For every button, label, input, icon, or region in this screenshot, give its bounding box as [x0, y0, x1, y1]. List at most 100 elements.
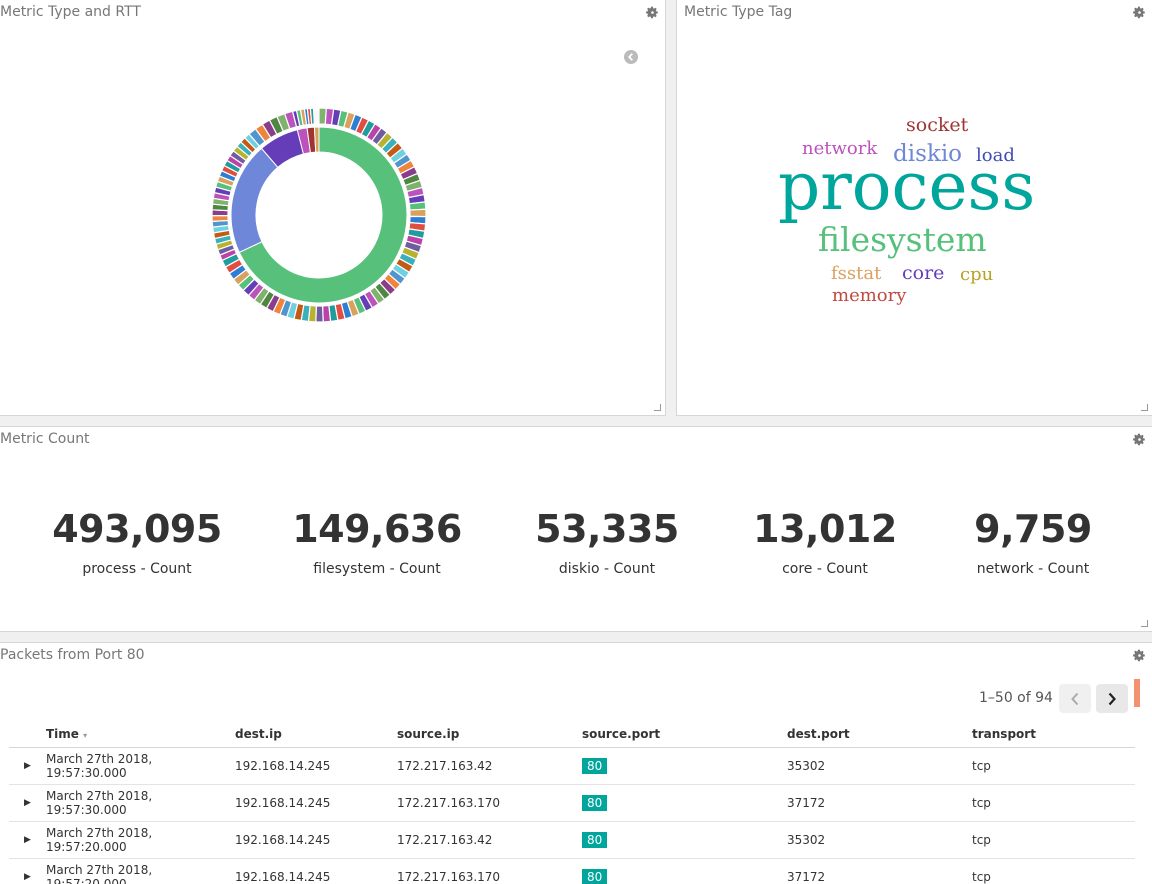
cell-source-ip: 172.217.163.42	[397, 747, 582, 785]
cell-dest-port: 35302	[787, 821, 972, 859]
metric-value: 9,759	[974, 507, 1092, 551]
gear-icon[interactable]	[1133, 649, 1146, 662]
word-process[interactable]: process	[778, 148, 1036, 225]
cell-transport: tcp	[972, 858, 1135, 884]
metric-value: 13,012	[753, 507, 897, 551]
metric-network: 9,759 network - Count	[923, 507, 1143, 577]
cell-source-ip: 172.217.163.42	[397, 821, 582, 859]
donut-chart	[211, 107, 427, 323]
word-memory[interactable]: memory	[832, 285, 907, 306]
cell-source-port: 80	[582, 747, 787, 785]
donut-outer-slice[interactable]	[211, 214, 229, 223]
panel-title: Packets from Port 80	[0, 647, 145, 663]
resize-handle[interactable]	[654, 404, 661, 411]
back-arrow-icon[interactable]	[624, 50, 638, 64]
donut-inner-slice-other[interactable]	[313, 126, 320, 153]
word-socket[interactable]: socket	[906, 114, 969, 136]
cell-dest-ip: 192.168.14.245	[235, 858, 397, 884]
column-header-transport[interactable]: transport	[972, 721, 1135, 748]
donut-outer-slice[interactable]	[409, 208, 427, 218]
cell-dest-ip: 192.168.14.245	[235, 784, 397, 822]
word-diskio[interactable]: diskio	[893, 141, 963, 167]
panel-title: Metric Type Tag	[684, 4, 793, 20]
column-header-source-port[interactable]: source.port	[582, 721, 787, 748]
metric-type-rtt-panel: Metric Type and RTT	[0, 0, 666, 416]
cell-dest-port: 37172	[787, 858, 972, 884]
cell-dest-port: 35302	[787, 747, 972, 785]
gear-icon[interactable]	[1133, 6, 1146, 19]
cell-source-ip: 172.217.163.170	[397, 858, 582, 884]
port-badge: 80	[582, 831, 608, 848]
donut-outer-slice[interactable]	[321, 304, 332, 323]
gear-icon[interactable]	[1133, 433, 1146, 446]
cell-source-port: 80	[582, 821, 787, 859]
cell-dest-ip: 192.168.14.245	[235, 821, 397, 859]
metric-count-panel: Metric Count 493,095 process - Count 149…	[0, 426, 1152, 632]
cell-dest-ip: 192.168.14.245	[235, 747, 397, 785]
metric-filesystem: 149,636 filesystem - Count	[267, 507, 487, 577]
table-row: ▶ March 27th 2018, 19:57:30.000 192.168.…	[9, 747, 1135, 785]
donut-outer-slice[interactable]	[315, 305, 324, 323]
cell-source-ip: 172.217.163.170	[397, 784, 582, 822]
cell-time: March 27th 2018, 19:57:20.000	[46, 821, 235, 859]
prev-page-button[interactable]	[1059, 684, 1091, 713]
metric-diskio: 53,335 diskio - Count	[497, 507, 717, 577]
word-load[interactable]: load	[976, 145, 1015, 166]
metric-label: core - Count	[782, 561, 868, 577]
cell-transport: tcp	[972, 747, 1135, 785]
chevron-left-icon	[1071, 692, 1079, 705]
cell-transport: tcp	[972, 821, 1135, 859]
resize-handle[interactable]	[1141, 404, 1148, 411]
cell-time: March 27th 2018, 19:57:20.000	[46, 858, 235, 884]
gear-icon[interactable]	[646, 6, 659, 19]
word-core[interactable]: core	[902, 262, 945, 284]
metric-type-tag-panel: Metric Type Tag process filesystem socke…	[676, 0, 1152, 416]
word-cpu[interactable]: cpu	[960, 264, 994, 285]
table-row: ▶ March 27th 2018, 19:57:20.000 192.168.…	[9, 821, 1135, 859]
column-header-source-ip[interactable]: source.ip	[397, 721, 582, 748]
metric-value: 493,095	[52, 507, 222, 551]
packets-table: Time ▾ dest.ip source.ip source.port des…	[9, 721, 1135, 884]
pager-text: 1–50 of 94	[979, 690, 1053, 706]
expand-caret-icon[interactable]: ▶	[9, 747, 46, 785]
port-badge: 80	[582, 868, 608, 884]
expand-caret-icon[interactable]: ▶	[9, 784, 46, 822]
cell-source-port: 80	[582, 784, 787, 822]
chevron-right-icon	[1108, 692, 1116, 705]
metric-label: diskio - Count	[558, 561, 656, 577]
table-row: ▶ March 27th 2018, 19:57:20.000 192.168.…	[9, 858, 1135, 884]
scroll-indicator	[1134, 679, 1140, 707]
cell-dest-port: 37172	[787, 784, 972, 822]
cell-time: March 27th 2018, 19:57:30.000	[46, 784, 235, 822]
metric-value: 53,335	[535, 507, 679, 551]
table-header-row: Time ▾ dest.ip source.ip source.port des…	[9, 721, 1135, 748]
metric-label: filesystem - Count	[313, 561, 441, 577]
table-row: ▶ March 27th 2018, 19:57:30.000 192.168.…	[9, 784, 1135, 822]
expand-column-header	[9, 721, 46, 748]
donut-outer-slice[interactable]	[309, 107, 315, 125]
column-header-time[interactable]: Time ▾	[46, 721, 235, 748]
cell-transport: tcp	[972, 784, 1135, 822]
column-header-dest-ip[interactable]: dest.ip	[235, 721, 397, 748]
metric-process: 493,095 process - Count	[27, 507, 247, 577]
cell-time: March 27th 2018, 19:57:30.000	[46, 747, 235, 785]
resize-handle[interactable]	[1141, 620, 1148, 627]
word-network[interactable]: network	[802, 138, 878, 159]
port-badge: 80	[582, 794, 608, 811]
metric-label: process - Count	[82, 561, 192, 577]
sort-caret-icon[interactable]: ▾	[83, 730, 88, 740]
word-filesystem[interactable]: filesystem	[818, 220, 987, 259]
expand-caret-icon[interactable]: ▶	[9, 821, 46, 859]
donut-inner-slice-process[interactable]	[238, 126, 408, 304]
column-header-dest-port[interactable]: dest.port	[787, 721, 972, 748]
next-page-button[interactable]	[1096, 684, 1128, 713]
metric-label: network - Count	[976, 561, 1090, 577]
metric-value: 149,636	[292, 507, 462, 551]
panel-title: Metric Count	[0, 431, 90, 447]
expand-caret-icon[interactable]: ▶	[9, 858, 46, 884]
column-header-label: Time	[46, 726, 79, 741]
packets-panel: Packets from Port 80 1–50 of 94 Time ▾ d…	[0, 642, 1152, 884]
metric-core: 13,012 core - Count	[715, 507, 935, 577]
word-fsstat[interactable]: fsstat	[831, 263, 882, 284]
cell-source-port: 80	[582, 858, 787, 884]
